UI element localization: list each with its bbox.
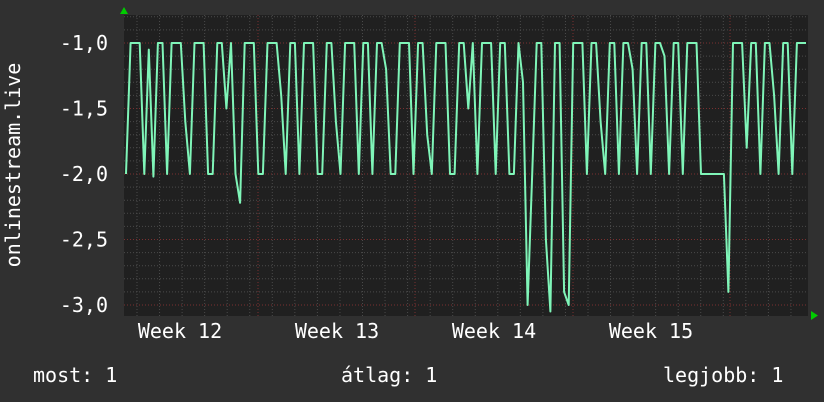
x-tick-label: Week 12	[138, 319, 222, 343]
y-axis-label: onlinestream.live	[1, 63, 25, 268]
legend-current: most: 1	[33, 363, 117, 387]
legend-max: legjobb: 1	[663, 363, 783, 387]
x-tick-label: Week 15	[609, 319, 693, 343]
series-line	[125, 42, 806, 313]
x-axis-arrow-icon	[811, 311, 818, 320]
x-tick-label: Week 13	[295, 319, 379, 343]
grid	[124, 15, 808, 316]
y-tick-label: -2,0	[60, 162, 108, 186]
y-axis-arrow-icon	[120, 7, 128, 14]
y-tick-label: -1,0	[60, 31, 108, 55]
x-tick-label: Week 14	[452, 319, 536, 343]
y-tick-label: -3,0	[60, 293, 108, 317]
y-tick-label: -1,5	[60, 97, 108, 121]
y-tick-label: -2,5	[60, 228, 108, 252]
y-axis-ticks: -1,0 -1,5 -2,0 -2,5 -3,0	[60, 31, 108, 317]
x-axis-ticks: Week 12 Week 13 Week 14 Week 15	[138, 319, 693, 343]
legend-average: átlag: 1	[341, 363, 437, 387]
plot-area	[124, 15, 808, 316]
